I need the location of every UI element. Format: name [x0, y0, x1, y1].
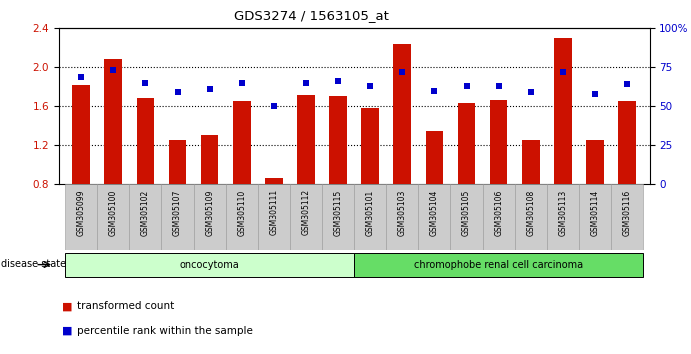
Point: [108, 68, 119, 73]
Point: [76, 74, 87, 79]
Text: GSM305100: GSM305100: [108, 189, 118, 236]
Bar: [515, 184, 547, 250]
Bar: [354, 253, 643, 276]
Text: GSM305108: GSM305108: [527, 189, 536, 235]
Text: GSM305107: GSM305107: [173, 189, 182, 236]
Text: GSM305109: GSM305109: [205, 189, 214, 236]
Bar: [393, 44, 411, 184]
Text: GSM305115: GSM305115: [334, 189, 343, 235]
Bar: [457, 103, 475, 184]
Bar: [554, 38, 571, 184]
Point: [236, 80, 247, 86]
Bar: [226, 184, 258, 250]
Bar: [297, 95, 315, 184]
Text: GSM305112: GSM305112: [301, 189, 310, 235]
Bar: [73, 85, 90, 184]
Text: GSM305114: GSM305114: [590, 189, 600, 235]
Point: [204, 86, 215, 92]
Bar: [265, 178, 283, 184]
Point: [558, 69, 569, 75]
Bar: [579, 184, 611, 250]
Bar: [233, 101, 251, 184]
Bar: [201, 135, 218, 184]
Point: [365, 83, 376, 89]
Bar: [65, 184, 97, 250]
Bar: [611, 184, 643, 250]
Point: [525, 89, 536, 95]
Bar: [482, 184, 515, 250]
Point: [589, 91, 600, 97]
Text: GSM305111: GSM305111: [269, 189, 278, 235]
Bar: [129, 184, 162, 250]
Point: [140, 80, 151, 86]
Text: transformed count: transformed count: [77, 301, 175, 311]
Bar: [104, 59, 122, 184]
Bar: [522, 140, 540, 184]
Bar: [418, 184, 451, 250]
Bar: [329, 97, 347, 184]
Bar: [169, 140, 187, 184]
Point: [461, 83, 472, 89]
Bar: [354, 184, 386, 250]
Bar: [490, 101, 507, 184]
Bar: [618, 101, 636, 184]
Text: oncocytoma: oncocytoma: [180, 259, 240, 270]
Point: [429, 88, 440, 93]
Text: GSM305104: GSM305104: [430, 189, 439, 236]
Text: GSM305113: GSM305113: [558, 189, 567, 235]
Text: GDS3274 / 1563105_at: GDS3274 / 1563105_at: [234, 9, 388, 22]
Point: [332, 79, 343, 84]
Bar: [361, 108, 379, 184]
Text: GSM305106: GSM305106: [494, 189, 503, 236]
Point: [268, 103, 279, 109]
Bar: [258, 184, 290, 250]
Text: GSM305110: GSM305110: [237, 189, 246, 235]
Text: GSM305103: GSM305103: [398, 189, 407, 236]
Point: [301, 80, 312, 86]
Text: GSM305102: GSM305102: [141, 189, 150, 235]
Bar: [547, 184, 579, 250]
Text: GSM305101: GSM305101: [366, 189, 375, 235]
Text: GSM305116: GSM305116: [623, 189, 632, 235]
Text: disease state: disease state: [1, 259, 66, 269]
Text: chromophobe renal cell carcinoma: chromophobe renal cell carcinoma: [414, 259, 583, 270]
Bar: [65, 253, 354, 276]
Point: [621, 81, 632, 87]
Bar: [586, 140, 604, 184]
Bar: [386, 184, 418, 250]
Text: ■: ■: [62, 301, 73, 311]
Bar: [290, 184, 322, 250]
Bar: [162, 184, 193, 250]
Point: [493, 83, 504, 89]
Bar: [97, 184, 129, 250]
Point: [397, 69, 408, 75]
Text: ■: ■: [62, 326, 73, 336]
Bar: [193, 184, 226, 250]
Text: GSM305099: GSM305099: [77, 189, 86, 236]
Text: GSM305105: GSM305105: [462, 189, 471, 236]
Bar: [426, 131, 443, 184]
Point: [172, 89, 183, 95]
Bar: [451, 184, 482, 250]
Text: percentile rank within the sample: percentile rank within the sample: [77, 326, 254, 336]
Bar: [137, 98, 154, 184]
Bar: [322, 184, 354, 250]
